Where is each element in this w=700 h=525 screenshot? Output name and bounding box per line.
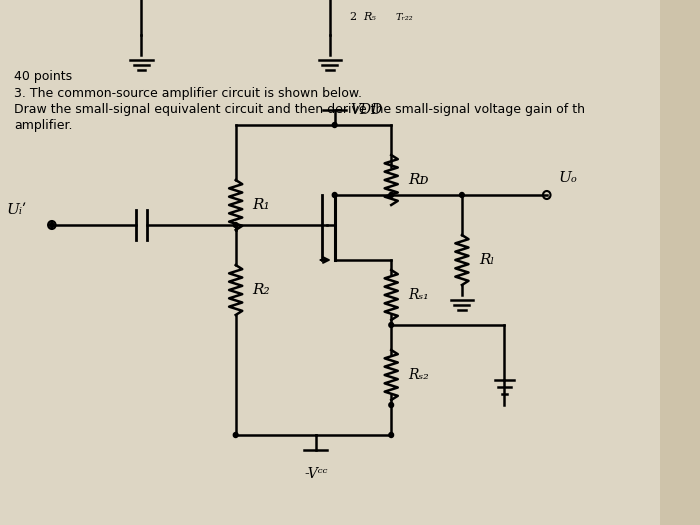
Text: Rₗ: Rₗ: [479, 253, 494, 267]
Text: -Vᶜᶜ: -Vᶜᶜ: [304, 467, 328, 481]
Circle shape: [389, 193, 393, 197]
Circle shape: [389, 433, 393, 437]
Text: R₅: R₅: [363, 12, 376, 22]
Circle shape: [332, 122, 337, 128]
Circle shape: [332, 193, 337, 197]
Circle shape: [389, 322, 393, 328]
Text: Uₒ: Uₒ: [558, 171, 577, 185]
Text: Rᴅ: Rᴅ: [408, 173, 428, 187]
Circle shape: [389, 403, 393, 407]
Text: Rₛ₂: Rₛ₂: [408, 368, 429, 382]
Text: 40 points: 40 points: [14, 70, 72, 83]
FancyBboxPatch shape: [0, 0, 660, 525]
Text: R₁: R₁: [253, 198, 270, 212]
Text: 2: 2: [349, 12, 356, 22]
Circle shape: [233, 433, 238, 437]
Circle shape: [50, 223, 54, 227]
Text: Rₛ₁: Rₛ₁: [408, 288, 429, 302]
Circle shape: [233, 223, 238, 227]
Text: amplifier.: amplifier.: [14, 119, 73, 132]
Text: R₂: R₂: [253, 283, 270, 297]
Text: Draw the small-signal equivalent circuit and then derive the small-signal voltag: Draw the small-signal equivalent circuit…: [14, 103, 585, 116]
Text: Uᵢʹ: Uᵢʹ: [6, 203, 27, 217]
Text: Tᵣ₂₂: Tᵣ₂₂: [396, 13, 414, 22]
Text: 3. The common-source amplifier circuit is shown below.: 3. The common-source amplifier circuit i…: [14, 87, 362, 100]
Text: VDD: VDD: [351, 103, 383, 117]
Circle shape: [460, 193, 464, 197]
